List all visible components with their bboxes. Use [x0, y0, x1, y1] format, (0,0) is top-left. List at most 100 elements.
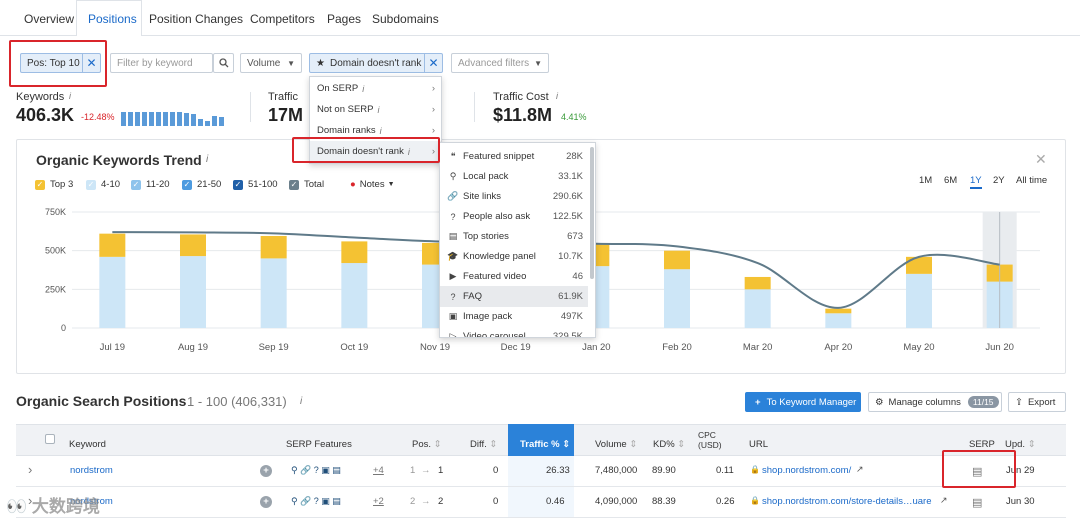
menu-item-not-on-serp[interactable]: Not on SERP i › [310, 99, 441, 120]
range-1m[interactable]: 1M [919, 175, 933, 186]
to-keyword-manager-button[interactable]: + To Keyword Manager [745, 392, 861, 412]
x-tick-label: Dec 19 [501, 342, 531, 353]
select-all-checkbox[interactable] [45, 434, 55, 444]
header-keyword[interactable]: Keyword [69, 439, 106, 450]
more-features-link[interactable]: +2 [373, 496, 384, 507]
domain-filter-chip[interactable]: ★ Domain doesn't rank ✕ [309, 53, 443, 73]
table-row[interactable] [16, 487, 1066, 518]
serp-features-icons: ⚲ 🔗 ? ▣ ▤ [291, 496, 341, 506]
legend-label: 11-20 [146, 179, 170, 190]
table-row[interactable] [16, 456, 1066, 487]
image-icon: ▣ [448, 311, 458, 321]
bar-4-10 [341, 263, 368, 328]
feature-item[interactable]: ▶ Featured video 46 [440, 266, 588, 287]
feature-item[interactable]: ❝ Featured snippet 28K [440, 146, 588, 167]
expand-row-icon[interactable]: › [28, 462, 33, 477]
close-icon[interactable]: ✕ [1035, 151, 1047, 167]
advanced-filters-dropdown[interactable]: Advanced filters ▼ [451, 53, 549, 73]
feature-count: 290.6K [552, 191, 583, 202]
x-tick-label: Feb 20 [662, 342, 692, 353]
add-keyword-icon[interactable]: + [260, 496, 272, 508]
keyword-filter-input[interactable]: Filter by keyword [110, 53, 213, 73]
external-link-icon[interactable]: ↗ [940, 495, 948, 505]
menu-item-on-serp[interactable]: On SERP i › [310, 78, 441, 99]
legend-top3[interactable]: ✓ Top 3 [35, 179, 73, 190]
range-1y[interactable]: 1Y [970, 175, 982, 189]
info-icon: i [407, 146, 410, 157]
position-to: 1 [438, 465, 444, 476]
volume-label: Volume [247, 57, 281, 69]
bar-top3 [664, 250, 690, 270]
external-link-icon[interactable]: ↗ [856, 464, 864, 474]
remove-domain-filter-icon[interactable]: ✕ [424, 54, 442, 72]
header-traffic[interactable]: Traffic % ⇕ [520, 439, 571, 450]
feature-item[interactable]: ? FAQ 61.9K [440, 286, 588, 307]
traffic-header-highlight [508, 424, 574, 456]
export-button[interactable]: ⇪ Export [1008, 392, 1066, 412]
more-features-link[interactable]: +4 [373, 465, 384, 476]
traffic-value[interactable]: 17M [268, 105, 304, 125]
serp-snapshot-icon[interactable]: ▤ [972, 497, 983, 509]
bar-top3 [260, 235, 287, 259]
add-keyword-icon[interactable]: + [260, 465, 272, 477]
tab-competitors[interactable]: Competitors [250, 12, 315, 26]
range-6m[interactable]: 6M [944, 175, 958, 186]
feature-label: Featured video [463, 271, 527, 282]
tab-pages[interactable]: Pages [327, 12, 362, 26]
info-icon: i [69, 91, 71, 101]
header-pos[interactable]: Pos. ⇕ [412, 439, 442, 450]
feature-item[interactable]: 🎓 Knowledge panel 10.7K [440, 246, 588, 267]
url-link[interactable]: shop.nordstrom.com/ [762, 465, 852, 476]
legend-4-10[interactable]: ✓ 4-10 [86, 179, 120, 190]
keyword-link[interactable]: nordstrom [70, 496, 113, 507]
legend-11-20[interactable]: ✓ 11-20 [131, 179, 170, 190]
menu-item-domain-doesnt-rank[interactable]: Domain doesn't rank i › [310, 141, 441, 162]
x-tick-label: Mar 20 [743, 342, 773, 353]
header-kd[interactable]: KD% ⇕ [653, 439, 686, 450]
feature-item[interactable]: ▷ Video carousel 329.5K [440, 326, 588, 337]
header-updated[interactable]: Upd. ⇕ [1005, 439, 1036, 450]
remove-pos-filter-icon[interactable]: ✕ [82, 54, 100, 72]
submenu-scrollbar[interactable] [590, 147, 594, 279]
legend-51-100[interactable]: ✓ 51-100 [233, 179, 278, 190]
chevron-right-icon: › [431, 83, 435, 94]
volume-dropdown[interactable]: Volume ▼ [240, 53, 302, 73]
legend-total[interactable]: ✓ Total [289, 179, 324, 190]
search-icon[interactable] [213, 53, 234, 73]
manage-columns-button[interactable]: ⚙ Manage columns 11/15 [868, 392, 1002, 412]
feature-item[interactable]: 🔗 Site links 290.6K [440, 186, 588, 207]
menu-item-domain-ranks[interactable]: Domain ranks i › [310, 120, 441, 141]
button-label: Export [1027, 396, 1056, 408]
keyword-link[interactable]: nordstrom [70, 465, 113, 476]
menu-item-label: Not on SERP [317, 104, 374, 115]
header-volume[interactable]: Volume ⇕ [595, 439, 638, 450]
video-icon: ▶ [449, 271, 457, 281]
highlight-box [942, 450, 1016, 488]
feature-item[interactable]: ▤ Top stories 673 [440, 226, 588, 247]
legend-notes[interactable]: ● Notes ▼ [350, 179, 395, 190]
feature-item[interactable]: ▣ Image pack 497K [440, 306, 588, 327]
header-cpc[interactable]: CPC (USD) [698, 430, 722, 450]
keywords-value[interactable]: 406.3K [16, 105, 75, 125]
traffic-cost-value[interactable]: $11.8M [493, 105, 553, 125]
tab-overview[interactable]: Overview [24, 12, 75, 26]
feature-item[interactable]: ⚲ Local pack 33.1K [440, 166, 588, 187]
gear-icon: ⚙ [875, 396, 884, 408]
feature-item[interactable]: ? People also ask 122.5K [440, 206, 588, 227]
cpc-value: 0.26 [716, 496, 735, 507]
tab-subdomains[interactable]: Subdomains [372, 12, 439, 26]
chevron-right-icon: › [431, 104, 435, 115]
updated-date: Jun 30 [1006, 496, 1035, 507]
url-link[interactable]: shop.nordstrom.com/store-details…uare [762, 496, 932, 507]
header-diff[interactable]: Diff. ⇕ [470, 439, 498, 450]
legend-21-50[interactable]: ✓ 21-50 [182, 179, 221, 190]
header-serp-features[interactable]: SERP Features [286, 439, 352, 450]
serp-snapshot-icon[interactable]: ▤ [972, 466, 983, 478]
range-all-time[interactable]: All time [1016, 175, 1048, 186]
traffic-percent: 26.33 [546, 465, 570, 476]
tab-position-changes[interactable]: Position Changes [149, 12, 244, 26]
tab-positions[interactable]: Positions [88, 12, 137, 26]
pos-filter-chip[interactable]: Pos: Top 10 ✕ [20, 53, 101, 73]
expand-row-icon[interactable]: › [28, 493, 33, 508]
range-2y[interactable]: 2Y [993, 175, 1005, 186]
